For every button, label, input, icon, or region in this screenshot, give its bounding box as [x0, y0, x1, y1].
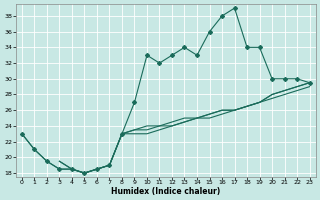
X-axis label: Humidex (Indice chaleur): Humidex (Indice chaleur)	[111, 187, 220, 196]
